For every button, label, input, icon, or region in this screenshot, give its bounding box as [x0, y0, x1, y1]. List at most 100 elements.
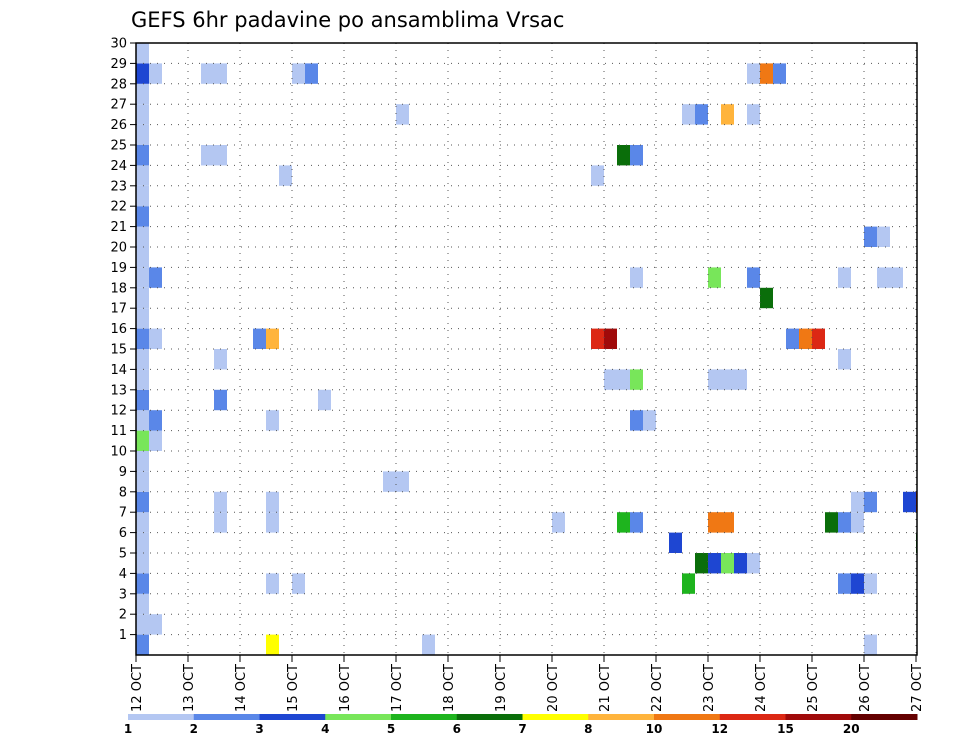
heatmap-cell — [136, 512, 149, 533]
heatmap-cell — [136, 389, 149, 411]
heatmap-cell — [149, 328, 162, 349]
colorbar-label: 5 — [387, 722, 395, 736]
heatmap-cell — [266, 573, 279, 594]
y-tick-label: 24 — [110, 159, 127, 174]
x-tick-label: 21 OCT — [598, 664, 613, 712]
x-tick-label: 14 OCT — [234, 664, 249, 712]
heatmap-cell — [214, 63, 227, 84]
y-tick-label: 17 — [110, 302, 127, 317]
heatmap-cell — [149, 63, 162, 84]
y-tick-label: 3 — [119, 587, 127, 602]
heatmap-cell — [136, 573, 149, 594]
x-tick-label: 18 OCT — [442, 664, 457, 712]
heatmap-cell — [643, 410, 656, 431]
y-tick-label: 2 — [119, 608, 127, 623]
heatmap-cell — [253, 328, 266, 349]
heatmap-cell — [630, 410, 643, 431]
y-tick-label: 26 — [110, 118, 127, 133]
heatmap-cell — [864, 226, 877, 247]
heatmap-cell — [734, 553, 747, 574]
x-tick-label: 17 OCT — [390, 664, 405, 712]
heatmap-cell — [669, 532, 682, 553]
colorbar-label: 20 — [843, 722, 860, 736]
heatmap-cell — [136, 593, 149, 615]
y-tick-label: 7 — [119, 506, 127, 521]
heatmap-cell — [136, 328, 149, 349]
heatmap-cell — [136, 83, 149, 105]
heatmap-cell — [617, 369, 630, 390]
y-tick-label: 9 — [119, 465, 127, 480]
x-tick-label: 27 OCT — [910, 664, 925, 712]
x-tick-label: 15 OCT — [286, 664, 301, 712]
heatmap-cell — [838, 512, 851, 533]
heatmap-cell — [708, 267, 721, 288]
heatmap-cell — [136, 104, 149, 125]
y-tick-label: 11 — [110, 424, 127, 439]
colorbar-swatch — [128, 714, 195, 720]
heatmap-cell — [214, 145, 227, 166]
heatmap-cell — [786, 328, 799, 349]
y-tick-label: 18 — [110, 281, 127, 296]
heatmap-cell — [591, 165, 604, 186]
heatmap-cell — [890, 267, 903, 288]
heatmap-cell — [877, 267, 890, 288]
y-tick-label: 14 — [110, 363, 127, 378]
colorbar-label: 12 — [711, 722, 728, 736]
heatmap-cell — [292, 573, 305, 594]
heatmap-cell — [838, 267, 851, 288]
colorbar-swatch — [654, 714, 721, 720]
heatmap-cell — [292, 63, 305, 84]
x-tick-label: 20 OCT — [546, 664, 561, 712]
x-tick-label: 13 OCT — [182, 664, 197, 712]
heatmap-cell — [851, 573, 864, 594]
heatmap-cell — [136, 124, 149, 145]
colorbar-label: 3 — [255, 722, 263, 736]
heatmap-cell — [136, 63, 149, 84]
heatmap-cell — [136, 471, 149, 492]
colorbar-swatch — [259, 714, 326, 720]
heatmap-cell — [747, 104, 760, 125]
x-tick-label: 24 OCT — [754, 664, 769, 712]
heatmap-cell — [136, 369, 149, 390]
x-tick-label: 26 OCT — [858, 664, 873, 712]
colorbar-label: 15 — [777, 722, 794, 736]
heatmap-cell — [604, 369, 617, 390]
colorbar: 1 2 3 4 5 6 7 8 10 12 15 20 — [124, 714, 918, 736]
colorbar-swatch — [785, 714, 852, 720]
heatmap-cell — [266, 512, 279, 533]
heatmap-cell — [630, 145, 643, 166]
heatmap-cell — [747, 63, 760, 84]
heatmap-cell — [136, 532, 149, 553]
heatmap-cell — [760, 63, 773, 84]
heatmap-cell — [136, 287, 149, 309]
y-tick-label: 5 — [119, 547, 127, 562]
heatmap-cell — [721, 553, 734, 574]
y-tick-label: 12 — [110, 404, 127, 419]
heatmap-cell — [136, 349, 149, 370]
heatmap-cell — [422, 634, 435, 655]
heatmap-cell — [136, 410, 149, 431]
heatmap-cell — [825, 512, 838, 533]
colorbar-swatch — [325, 714, 392, 720]
heatmap-cell — [149, 410, 162, 431]
y-tick-label: 19 — [110, 261, 127, 276]
heatmap-cell — [396, 104, 409, 125]
y-tick-label: 27 — [110, 98, 127, 113]
heatmap-cell — [149, 267, 162, 288]
x-tick-label: 19 OCT — [494, 664, 509, 712]
heatmap-cell — [708, 512, 721, 533]
heatmap-cell — [552, 512, 565, 533]
heatmap-cell — [838, 349, 851, 370]
heatmap-cell — [591, 328, 604, 349]
y-tick-label: 21 — [110, 220, 127, 235]
colorbar-swatch — [193, 714, 260, 720]
heatmap-cell — [617, 512, 630, 533]
heatmap-cell — [136, 553, 149, 574]
y-tick-label: 23 — [110, 179, 127, 194]
colorbar-label: 10 — [646, 722, 663, 736]
heatmap-cell — [773, 63, 786, 84]
x-tick-label: 12 OCT — [130, 664, 145, 712]
y-tick-label: 30 — [110, 37, 127, 52]
heatmap-cell — [136, 165, 149, 186]
